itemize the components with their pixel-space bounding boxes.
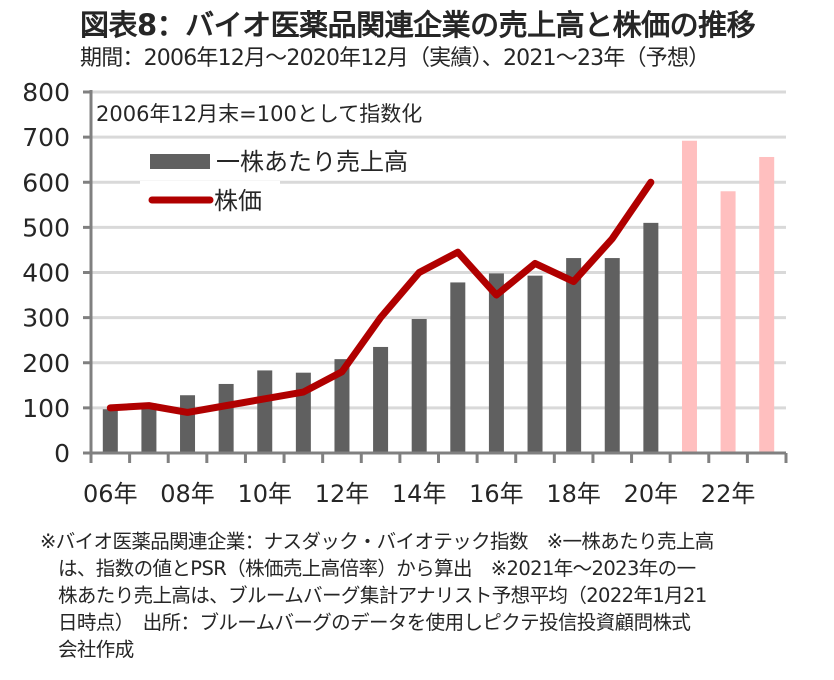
legend: 一株あたり売上高 株価 xyxy=(140,142,440,215)
x-tick-label: 08年 xyxy=(160,480,215,508)
bar xyxy=(218,383,234,453)
annotation-background xyxy=(93,94,485,130)
annotation-text: 2006年12月末=100として指数化 xyxy=(96,102,422,126)
y-tick-label: 200 xyxy=(22,349,70,378)
bar xyxy=(527,275,543,453)
y-tick-label: 700 xyxy=(22,123,70,152)
legend-swatch-bar xyxy=(150,154,210,169)
bar xyxy=(257,370,273,453)
bar xyxy=(180,395,196,453)
bar-forecast xyxy=(759,156,775,454)
y-tick-label: 800 xyxy=(22,78,70,107)
bar-forecast xyxy=(720,191,736,453)
legend-label-line: 株価 xyxy=(214,187,262,215)
x-tick-labels: 06年 08年 10年 12年 14年 16年 18年 20年 22年 xyxy=(83,480,755,508)
x-tick-label: 18年 xyxy=(546,480,601,508)
x-tick-label: 12年 xyxy=(315,480,370,508)
footnote-line: ※バイオ医薬品関連企業：ナスダック・バイオテック指数 ※一株あたり売上高 xyxy=(40,530,714,553)
footnote-line: は、指数の値とPSR（株価売上高倍率）から算出 ※2021年～2023年の一 xyxy=(58,557,696,580)
x-tick-label: 20年 xyxy=(624,480,679,508)
bar xyxy=(488,273,504,453)
x-tick-label: 22年 xyxy=(701,480,756,508)
chart: 0 100 200 300 400 500 600 700 800 06年 08年 10年 12年 14… xyxy=(22,78,788,508)
x-tick-label: 14年 xyxy=(392,480,447,508)
bar-forecast xyxy=(681,140,697,454)
footnote-line: 会社作成 xyxy=(58,638,134,661)
bar xyxy=(604,258,620,453)
legend-label-bar: 一株あたり売上高 xyxy=(216,148,408,176)
bar xyxy=(334,359,350,453)
x-tick-label: 10年 xyxy=(237,480,292,508)
y-tick-label: 500 xyxy=(22,213,70,242)
y-tick-label: 300 xyxy=(22,304,70,333)
footnote-line: 日時点） 出所：ブルームバーグのデータを使用しピクテ投信投資顧問株式 xyxy=(58,611,691,634)
line-series xyxy=(106,178,655,416)
bar xyxy=(102,409,118,453)
y-tick-labels: 0 100 200 300 400 500 600 700 800 xyxy=(22,78,70,468)
y-tick-label: 600 xyxy=(22,168,70,197)
bar xyxy=(373,346,389,453)
x-tick-label: 16年 xyxy=(469,480,524,508)
bar-series xyxy=(102,140,775,454)
y-tick-label: 0 xyxy=(54,439,70,468)
chart-subtitle: 期間：2006年12月～2020年12月（実績）、2021～23年（予想） xyxy=(80,46,710,71)
bar xyxy=(295,372,311,453)
x-tick-label: 06年 xyxy=(83,480,138,508)
annotation: 2006年12月末=100として指数化 xyxy=(93,94,485,130)
chart-title: 図表8：バイオ医薬品関連企業の売上高と株価の推移 xyxy=(80,8,756,42)
y-tick-label: 100 xyxy=(22,394,70,423)
bar xyxy=(411,318,427,453)
bar xyxy=(643,222,659,453)
bar xyxy=(450,282,466,453)
bar xyxy=(566,258,582,453)
bar xyxy=(141,403,157,453)
axes xyxy=(83,90,788,463)
y-tick-label: 400 xyxy=(22,259,70,288)
footnote: ※バイオ医薬品関連企業：ナスダック・バイオテック指数 ※一株あたり売上高 は、指… xyxy=(40,528,830,663)
footnote-line: 株あたり売上高は、ブルームバーグ集計アナリスト予想平均（2022年1月21 xyxy=(58,584,707,607)
